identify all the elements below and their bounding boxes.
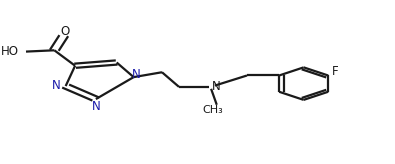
Text: HO: HO bbox=[1, 45, 19, 58]
Text: CH₃: CH₃ bbox=[203, 105, 223, 115]
Text: O: O bbox=[61, 25, 70, 38]
Text: F: F bbox=[332, 65, 338, 78]
Text: N: N bbox=[212, 80, 221, 93]
Text: N: N bbox=[92, 100, 101, 113]
Text: N: N bbox=[132, 68, 141, 81]
Text: N: N bbox=[52, 79, 60, 92]
